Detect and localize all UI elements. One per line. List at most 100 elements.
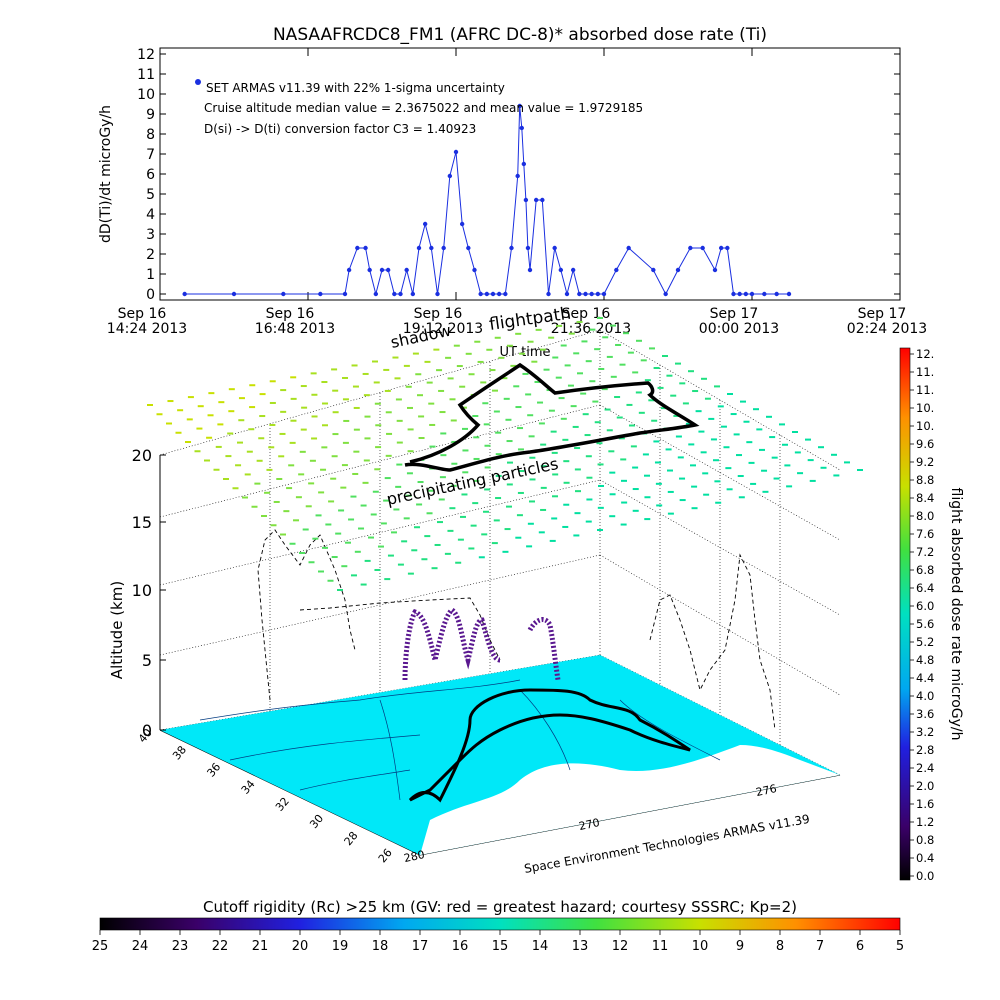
particle-mark — [438, 389, 445, 392]
dose-rate-point — [737, 291, 742, 297]
particle-mark — [529, 456, 536, 459]
dose-rate-point — [700, 245, 705, 251]
particle-mark — [574, 468, 581, 471]
particle-mark — [609, 515, 616, 518]
particle-mark — [577, 372, 583, 375]
altitude-tick-label: 0 — [142, 721, 152, 740]
particle-mark — [713, 459, 719, 462]
dose-rate-point — [416, 245, 422, 251]
particle-mark — [586, 498, 593, 501]
dose-rate-point — [342, 291, 348, 297]
flightpath-track — [404, 362, 700, 472]
particle-mark — [394, 377, 401, 380]
particle-mark — [295, 496, 302, 499]
coastline-white — [420, 745, 840, 855]
particle-mark — [576, 320, 583, 323]
particle-mark — [640, 359, 647, 362]
dose-colorbar-tick-label: 0.0 — [916, 869, 934, 883]
particle-mark — [335, 532, 342, 535]
particle-mark — [332, 411, 339, 414]
particle-mark — [474, 340, 481, 343]
particle-mark — [327, 579, 334, 582]
particle-mark — [548, 409, 555, 412]
dose-rate-point — [435, 291, 440, 297]
top-chart-title: NASAAFRCDC8_FM1 (AFRC DC-8)* absorbed do… — [273, 25, 767, 45]
particle-mark — [478, 556, 485, 559]
particle-mark — [254, 482, 261, 485]
particle-mark — [608, 450, 615, 453]
particle-mark — [492, 389, 498, 392]
particle-mark — [632, 466, 639, 469]
particle-mark — [714, 480, 721, 483]
particle-mark — [374, 568, 381, 571]
particle-mark — [465, 352, 472, 355]
particle-mark — [166, 422, 172, 425]
particle-mark — [610, 375, 617, 378]
dose-rate-point — [484, 291, 490, 297]
latitude-tick-label: 28 — [342, 829, 361, 848]
particle-mark — [447, 377, 454, 380]
particle-mark — [433, 348, 440, 351]
particle-mark — [540, 508, 547, 511]
particle-mark — [642, 453, 649, 456]
particle-mark — [259, 393, 266, 396]
dose-colorbar-tick-label: 9.2 — [916, 455, 934, 469]
particle-mark — [644, 379, 651, 382]
particle-mark — [396, 441, 403, 444]
particle-mark — [517, 427, 524, 430]
particle-mark — [574, 447, 581, 450]
particle-mark — [807, 459, 814, 462]
particle-mark — [715, 501, 722, 504]
particle-mark — [692, 390, 699, 393]
particle-mark — [213, 468, 220, 471]
dose-rate-point — [429, 245, 434, 251]
particle-mark — [351, 364, 358, 367]
particle-mark — [320, 468, 327, 471]
particle-mark — [495, 497, 502, 500]
particle-mark — [685, 422, 692, 425]
particle-mark — [194, 450, 201, 453]
particle-mark — [364, 437, 371, 440]
particle-mark — [585, 520, 592, 523]
particle-mark — [517, 448, 524, 451]
particle-mark — [206, 436, 213, 439]
particle-mark — [414, 526, 420, 529]
particle-mark — [550, 430, 557, 433]
particle-mark — [196, 427, 203, 430]
particle-mark — [597, 506, 604, 509]
altitude-tick-label: 5 — [142, 651, 152, 670]
particle-mark — [457, 538, 464, 541]
particle-mark — [746, 441, 753, 444]
particle-mark — [515, 406, 522, 409]
particle-mark — [405, 385, 412, 388]
particle-mark — [704, 397, 711, 400]
particle-mark — [649, 347, 655, 350]
particle-mark — [529, 478, 536, 481]
particle-mark — [575, 490, 581, 493]
dose-colorbar-tick-label: 2.8 — [916, 743, 934, 757]
particle-mark — [407, 428, 414, 431]
particle-mark — [225, 455, 232, 458]
particle-mark — [258, 437, 265, 440]
particle-mark — [428, 402, 435, 405]
rigidity-tick-label: 15 — [492, 939, 509, 954]
particle-mark — [167, 400, 174, 403]
particle-mark — [238, 397, 245, 400]
particle-mark — [539, 348, 546, 351]
dose-colorbar-tick-label: 6.8 — [916, 563, 934, 577]
particle-mark — [549, 539, 556, 542]
top-x-tick-time: 02:24 2013 — [847, 321, 927, 337]
particle-mark — [403, 364, 410, 367]
particle-mark — [460, 406, 467, 409]
particle-mark — [473, 436, 480, 439]
particle-mark — [644, 496, 651, 499]
particle-mark — [374, 468, 381, 471]
particle-mark — [623, 332, 629, 335]
particle-mark — [628, 424, 635, 427]
dose-rate-point — [552, 245, 557, 251]
particle-mark — [679, 499, 686, 502]
particle-mark — [558, 397, 565, 400]
rigidity-tick-label: 17 — [412, 939, 429, 954]
rigidity-tick-label: 11 — [652, 939, 669, 954]
top-x-tick-time: 19:12 2013 — [403, 321, 483, 337]
